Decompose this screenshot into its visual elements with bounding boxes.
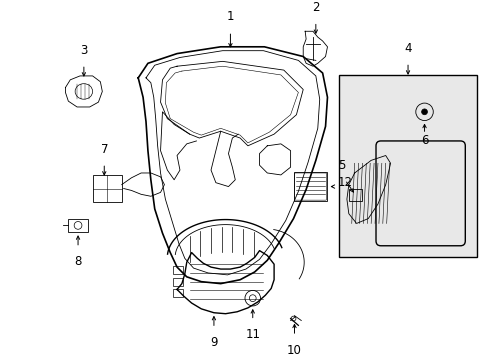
Ellipse shape <box>421 109 427 115</box>
Text: 2: 2 <box>311 1 319 14</box>
Text: 12: 12 <box>337 176 351 189</box>
Text: 7: 7 <box>101 143 108 156</box>
Text: 10: 10 <box>286 344 301 357</box>
Bar <box>173 289 183 297</box>
Text: 3: 3 <box>80 44 87 57</box>
Bar <box>348 189 362 201</box>
Bar <box>173 278 183 285</box>
Bar <box>293 172 327 201</box>
Text: 6: 6 <box>420 134 427 147</box>
Text: 8: 8 <box>74 256 81 269</box>
Text: 9: 9 <box>210 336 217 349</box>
Bar <box>173 266 183 274</box>
Bar <box>92 175 122 202</box>
Text: 5: 5 <box>338 159 345 172</box>
Text: 11: 11 <box>245 328 260 341</box>
Bar <box>68 219 87 232</box>
Bar <box>339 75 476 257</box>
Text: 1: 1 <box>226 9 234 23</box>
Text: 4: 4 <box>404 41 411 55</box>
